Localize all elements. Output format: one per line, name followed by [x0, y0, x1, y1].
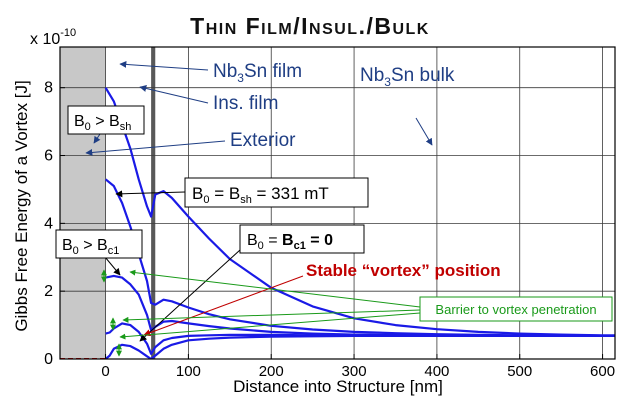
barrier-arrow-2	[122, 309, 421, 323]
annotation-arrows	[85, 60, 433, 357]
x-tick-label: 200	[259, 363, 284, 380]
barrier-label: Barrier to vortex penetration	[435, 302, 596, 317]
bsh-box-arrow	[93, 133, 101, 144]
x-tick-label: 400	[424, 363, 449, 380]
bc1-box-arrow	[104, 256, 121, 276]
bsh-gt-label: B0 > Bsh	[74, 113, 131, 133]
series-line-5	[104, 334, 615, 359]
x-tick-label: 300	[342, 363, 367, 380]
y-tick-label: 2	[44, 283, 53, 300]
bc1-eq-label: B0 = Bc1 = 0	[247, 232, 333, 252]
y-ticks: 0 2 4 6 8	[44, 80, 65, 368]
series-line-4	[105, 322, 615, 355]
y-tick-label: 0	[44, 351, 53, 368]
x-axis-label: Distance into Structure [nm]	[233, 377, 443, 396]
plot-frame	[59, 46, 616, 360]
x-ticks: 0 100 200 300 400 500 600	[101, 354, 615, 380]
bsh-eq-arrow	[115, 190, 186, 198]
y-axis-label: Gibbs Free Energy of a Vortex [J]	[12, 80, 31, 331]
y-tick-label: 6	[44, 148, 53, 165]
series-line-1	[104, 87, 615, 337]
regions	[60, 47, 156, 359]
bc1-eq-arrow	[139, 249, 241, 342]
bsh-eq-box	[184, 177, 369, 208]
y-tick-label: 8	[44, 80, 53, 97]
film-region	[60, 47, 106, 359]
exterior-label: Exterior	[230, 130, 296, 151]
bsh-gt-box	[67, 105, 145, 135]
bc1-eq-box	[239, 224, 365, 254]
exterior-arrow	[85, 140, 226, 156]
barrier-box	[419, 296, 613, 322]
bsh-eq-label: B0 = Bsh = 331 mT	[192, 184, 329, 206]
ins-film-label: Ins. film	[213, 93, 278, 114]
x-tick-label: 600	[590, 363, 615, 380]
x-tick-label: 100	[176, 363, 201, 380]
barrier-arrow-1	[129, 269, 421, 308]
nb3sn-film-label: Nb3Sn film	[213, 61, 302, 85]
annotations: Nb3Sn film Ins. film Nb3Sn bulk Exterior…	[55, 61, 613, 322]
film-arrow	[119, 60, 209, 71]
stable-vortex-label: Stable “vortex” position	[306, 261, 501, 280]
y-tick-label: 4	[44, 215, 53, 232]
y-multiplier: x 10-10	[30, 27, 76, 48]
x-tick-label: 500	[507, 363, 532, 380]
barrier-arrow-3	[119, 312, 421, 340]
nb3sn-bulk-label: Nb3Sn bulk	[360, 65, 455, 89]
bulk-arrow	[415, 117, 433, 146]
stable-arrow	[143, 275, 304, 337]
bc1-gt-box	[55, 229, 143, 259]
x-tick-label: 0	[101, 363, 109, 380]
chart-title: Thin Film/Insul./Bulk	[190, 13, 430, 39]
bc1-gt-label: B0 > Bc1	[62, 237, 119, 257]
ins-film-arrow	[139, 85, 209, 104]
